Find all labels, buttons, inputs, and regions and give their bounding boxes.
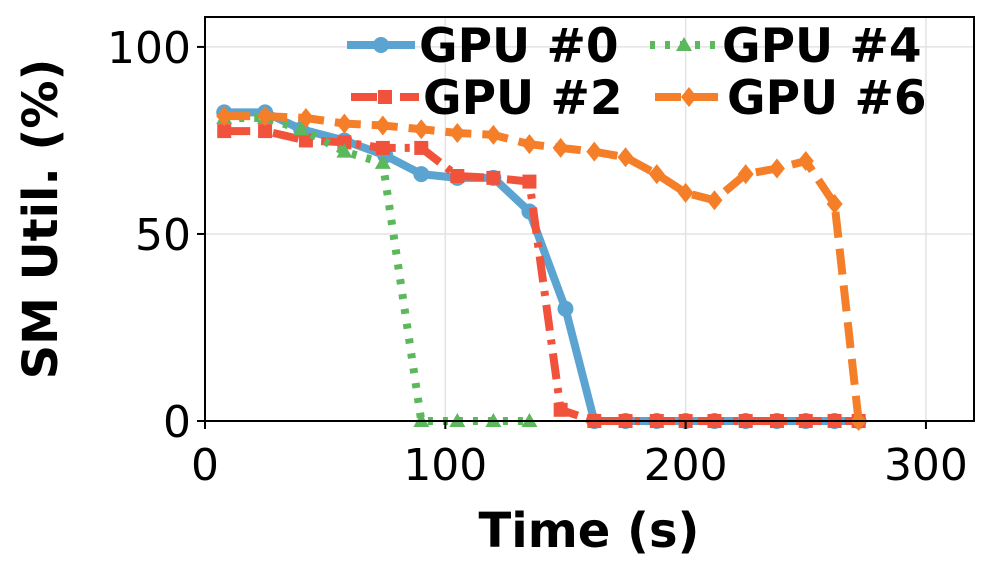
data-point bbox=[374, 115, 391, 136]
data-point bbox=[485, 124, 502, 145]
data-point bbox=[737, 164, 754, 185]
legend-entry: GPU #6 bbox=[655, 71, 927, 126]
data-point bbox=[557, 300, 574, 317]
data-point bbox=[374, 154, 391, 169]
data-point bbox=[414, 140, 429, 155]
data-point bbox=[449, 122, 466, 143]
data-point bbox=[706, 190, 723, 211]
plot-frame bbox=[204, 16, 975, 422]
data-point bbox=[486, 170, 501, 185]
legend-marker bbox=[681, 87, 697, 107]
data-point bbox=[258, 124, 273, 139]
y-tick-label: 0 bbox=[163, 397, 191, 448]
legend-label: GPU #0 bbox=[419, 19, 619, 74]
legend-marker bbox=[676, 37, 692, 51]
data-point bbox=[375, 140, 390, 155]
data-point bbox=[413, 166, 430, 183]
plot-series bbox=[216, 104, 867, 431]
data-point bbox=[617, 147, 634, 168]
axis-ticks: 0 100 200 300 0 50 100 bbox=[107, 23, 968, 491]
x-tick-label: 300 bbox=[884, 440, 968, 491]
data-point bbox=[413, 119, 430, 140]
y-axis-title: SM Util. (%) bbox=[13, 59, 69, 380]
data-point bbox=[648, 164, 665, 185]
series-gpu-4 bbox=[216, 110, 538, 427]
data-point bbox=[586, 141, 603, 162]
series-line bbox=[224, 114, 530, 425]
legend-label: GPU #4 bbox=[722, 19, 922, 74]
data-point bbox=[336, 113, 353, 134]
data-point bbox=[552, 137, 569, 158]
x-tick-label: 100 bbox=[403, 440, 487, 491]
y-tick-label: 50 bbox=[135, 210, 191, 261]
x-tick-label: 200 bbox=[644, 440, 728, 491]
data-point bbox=[216, 106, 233, 127]
data-point bbox=[768, 158, 785, 179]
data-point bbox=[257, 106, 274, 127]
data-point bbox=[522, 174, 537, 189]
y-tick-label: 100 bbox=[107, 23, 191, 74]
x-tick-label: 0 bbox=[191, 440, 219, 491]
data-point bbox=[521, 134, 538, 155]
data-point bbox=[797, 151, 814, 172]
legend-entry: GPU #4 bbox=[650, 19, 922, 74]
series-gpu-6 bbox=[216, 106, 867, 431]
legend-marker bbox=[378, 90, 392, 104]
data-point bbox=[293, 121, 310, 136]
data-point bbox=[826, 194, 843, 215]
legend-label: GPU #2 bbox=[423, 71, 623, 126]
legend-entry: GPU #0 bbox=[347, 19, 619, 74]
data-point bbox=[298, 133, 313, 148]
legend-entry: GPU #2 bbox=[351, 71, 623, 126]
legend-label: GPU #6 bbox=[727, 71, 927, 126]
data-point bbox=[336, 143, 353, 158]
data-point bbox=[297, 108, 314, 128]
data-point bbox=[217, 124, 232, 139]
data-point bbox=[677, 182, 694, 203]
data-point bbox=[553, 402, 568, 417]
data-point bbox=[450, 168, 465, 183]
legend-marker bbox=[373, 37, 389, 53]
x-axis-title: Time (s) bbox=[479, 503, 700, 559]
